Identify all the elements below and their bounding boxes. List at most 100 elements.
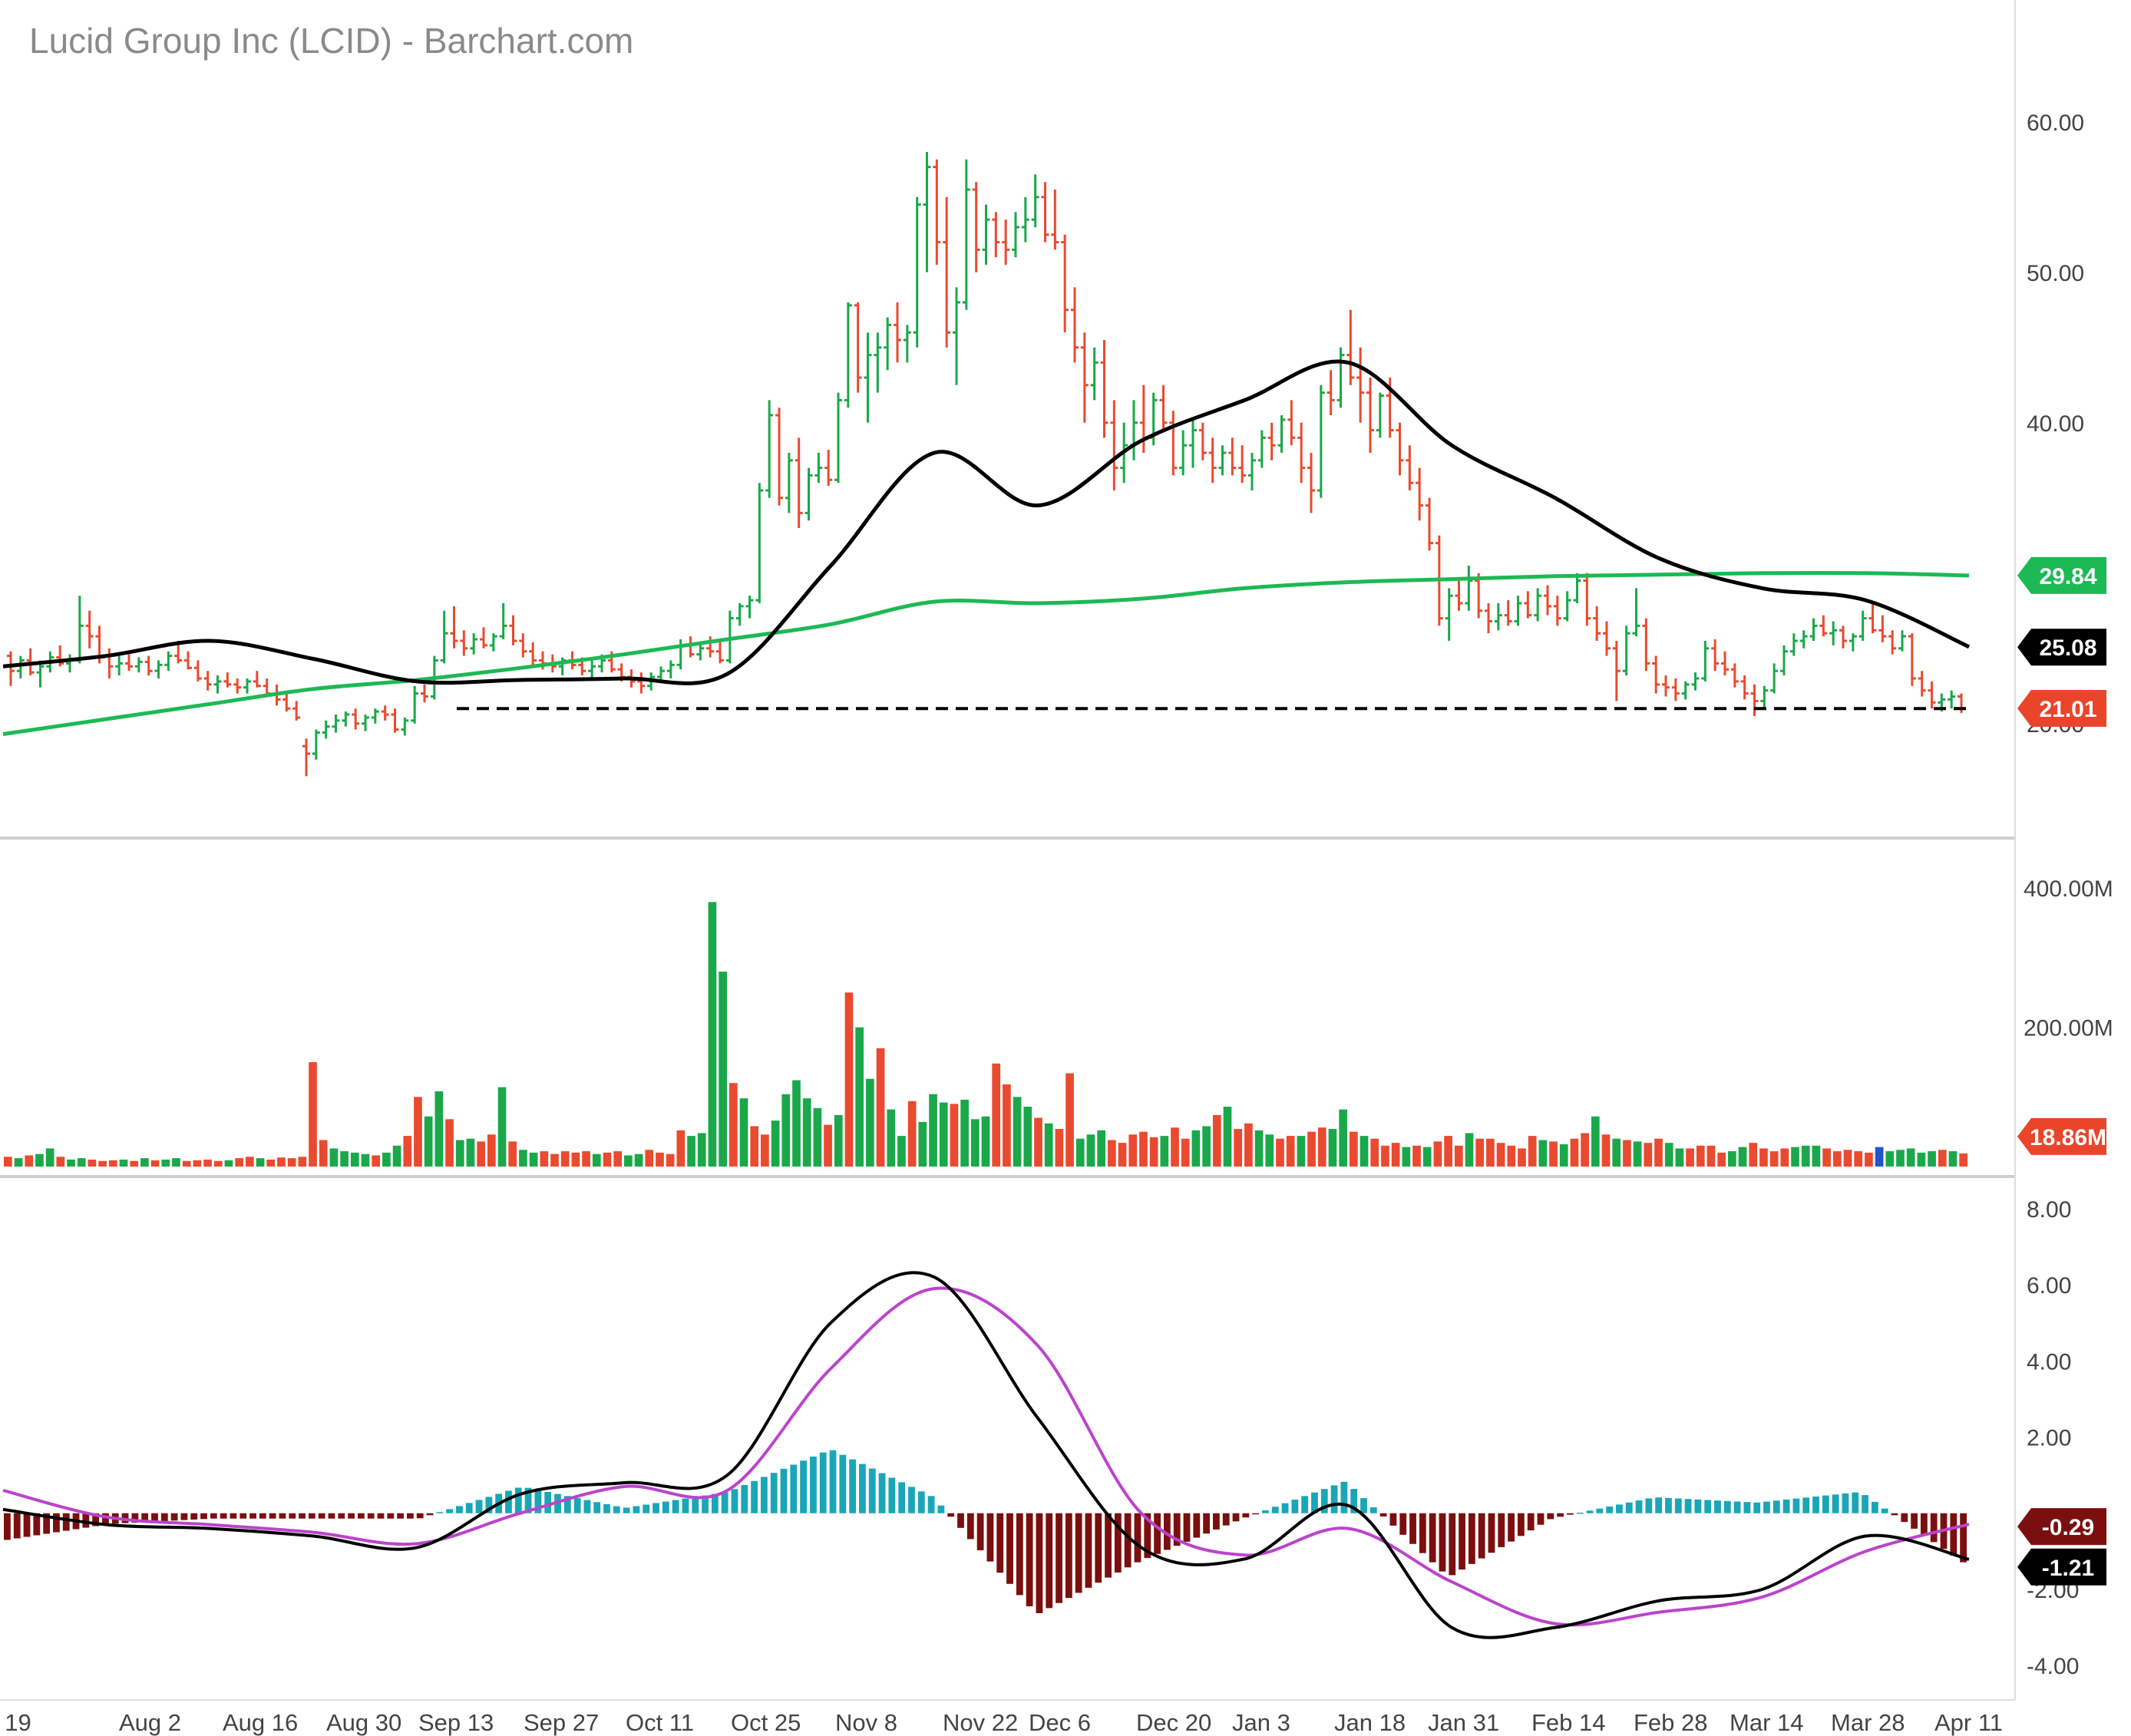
volume-bar [1832,1151,1842,1167]
volume-bar [571,1152,580,1167]
macd-histogram-bar [92,1513,100,1526]
macd-histogram-bar [465,1503,473,1513]
macd-histogram-bar [1537,1513,1545,1525]
volume-bar [1454,1145,1463,1167]
macd-histogram-bar [1508,1513,1515,1542]
volume-bar [88,1159,97,1167]
volume-bar [540,1151,549,1167]
macd-histogram-bar [1911,1513,1918,1529]
volume-bar [1107,1140,1116,1167]
volume-bar [719,972,727,1167]
volume-bar [992,1063,1001,1167]
value-badges: 29.84 25.08 21.01 18.86M -0.29 -1.21 [2017,556,2106,1586]
volume-badge: 18.86M [2017,1117,2106,1155]
volume-bar [1328,1129,1337,1167]
volume-bar [1317,1127,1327,1167]
volume-bar [150,1160,160,1167]
macd-histogram-bar [514,1487,522,1513]
macd-histogram-bar [328,1513,335,1519]
macd-histogram-bar [1862,1495,1868,1513]
macd-histogram-bar [1901,1513,1908,1523]
volume-badge-text: 18.86M [2030,1125,2106,1150]
volume-bar [1738,1147,1747,1167]
volume-bar [1433,1141,1442,1167]
volume-bar [98,1160,107,1167]
macd-histogram-bar [888,1477,896,1513]
macd-histogram-bar [456,1506,463,1513]
volume-bar [56,1157,65,1167]
volume-bar [750,1126,759,1167]
macd-histogram-bar [1625,1502,1633,1513]
volume-bar [329,1148,339,1167]
macd-histogram-bar [131,1513,139,1523]
macd-histogram-bar [1134,1513,1141,1563]
volume-bar [1675,1148,1684,1167]
volume-bar [1623,1140,1631,1167]
volume-bar [1475,1138,1485,1167]
macd-histogram-bar [986,1513,994,1562]
macd-histogram-bar [613,1506,620,1513]
macd-histogram-bar [917,1491,925,1513]
macd-histogram-bar [1527,1513,1535,1531]
volume-bar [1906,1148,1915,1167]
x-axis: Jul 19 Aug 2 Aug 16 Aug 30 Sep 13 Sep 27 Oct 1… [0,1709,2003,1736]
macd-histogram-bar [190,1513,198,1520]
volume-bar [792,1080,801,1167]
macd-histogram-bar [1665,1497,1672,1513]
macd-histogram-bar [1723,1500,1731,1513]
macd-histogram-bar [230,1513,237,1519]
volume-bar [1865,1152,1873,1167]
volume-bar [287,1158,296,1167]
volume-bar [1633,1141,1642,1167]
macd-histogram-bar [1379,1513,1387,1517]
volume-bar [466,1138,475,1167]
macd-histogram-bar [1842,1493,1849,1513]
macd-histogram-bar [1891,1513,1898,1516]
volume-bar [1412,1145,1421,1167]
macd-histogram-bar [1419,1513,1426,1553]
volume-bar [761,1134,769,1167]
volume-bar [1696,1145,1705,1167]
macd-histogram-bar [1950,1513,1958,1556]
volume-bar [45,1148,55,1167]
volume-bar [414,1097,422,1167]
macd-histogram-bar [1684,1499,1692,1513]
x-tick-label: Feb 14 [1531,1709,1606,1736]
volume-bar [277,1157,286,1167]
volume-bar [1528,1136,1537,1167]
macd-histogram-bar [878,1473,886,1513]
x-tick-label: Jan 3 [1232,1709,1290,1736]
price-y-tick: 40.00 [2027,411,2084,437]
volume-bar [1780,1148,1789,1167]
macd-histogram-bar [1547,1513,1554,1520]
macd-histogram-bar [1409,1513,1416,1544]
volume-bar [1391,1143,1400,1167]
macd-histogram-bar [1311,1492,1318,1513]
macd-histogram-bar [1960,1513,1967,1563]
macd-histogram-bar [544,1491,552,1513]
volume-y-tick: 200.00M [2024,1016,2113,1041]
volume-bar [1422,1147,1432,1167]
volume-bar [372,1155,381,1167]
price-y-tick: 50.00 [2027,261,2084,286]
panel-frames [0,0,2016,1701]
macd-histogram-bar [1232,1513,1240,1522]
macd-histogram-bar [662,1501,669,1513]
macd-histogram-bar [1095,1513,1102,1583]
macd-histogram-bar [308,1513,316,1519]
volume-bar [582,1151,590,1167]
volume-bar [1854,1151,1863,1167]
macd-histogram-bar [318,1513,325,1519]
volume-bar [666,1153,675,1167]
volume-bar [1664,1143,1673,1167]
volume-bar [4,1157,12,1167]
macd-histogram-bar [623,1507,630,1513]
volume-bar [1139,1131,1148,1167]
macd-histogram-bar [1763,1501,1770,1513]
macd-histogram-bar [1213,1513,1220,1530]
volume-bar [193,1160,202,1167]
macd-y-axis: 8.006.004.002.00-2.00-4.00 [2027,1197,2079,1679]
x-tick-label: Sep 27 [524,1709,599,1736]
macd-histogram-bar [1369,1507,1377,1513]
macd-histogram-bar [898,1482,906,1513]
